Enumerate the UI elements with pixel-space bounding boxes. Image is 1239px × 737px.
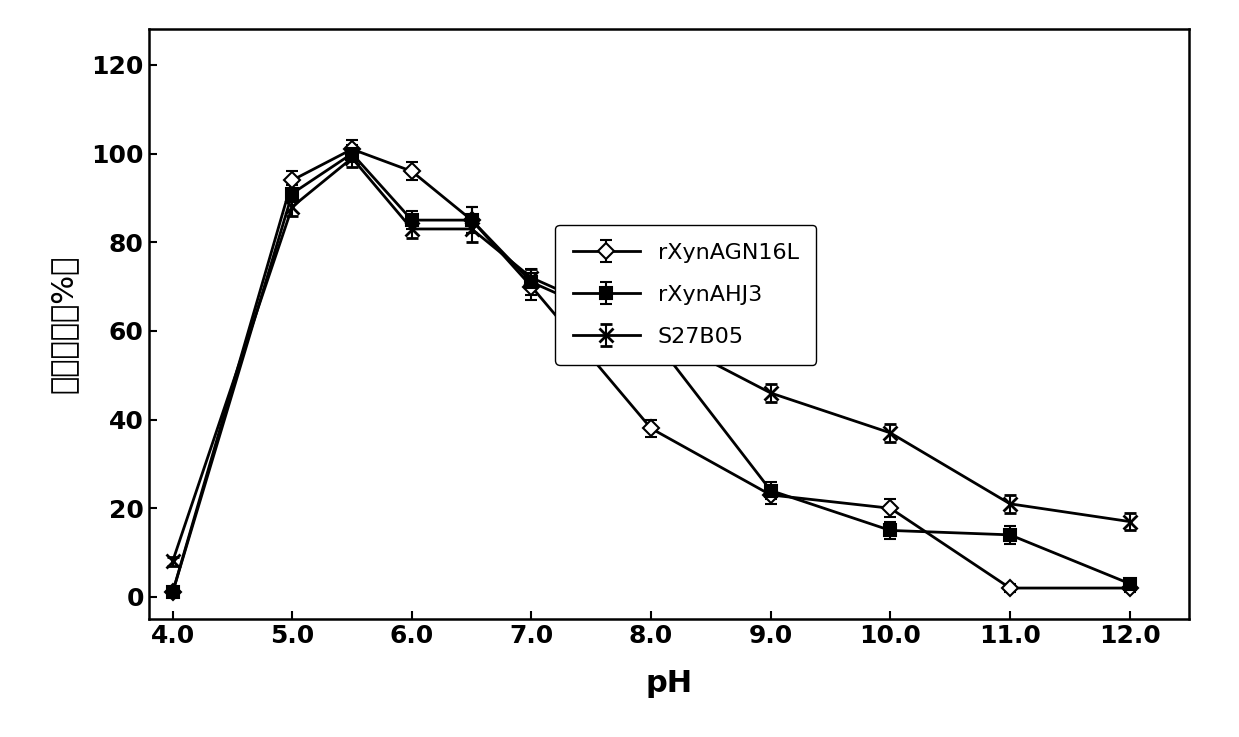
Y-axis label: 相对酶活（%）: 相对酶活（%）	[48, 255, 77, 394]
Legend: rXynAGN16L, rXynAHJ3, S27B05: rXynAGN16L, rXynAHJ3, S27B05	[555, 225, 817, 365]
X-axis label: pH: pH	[646, 668, 693, 698]
